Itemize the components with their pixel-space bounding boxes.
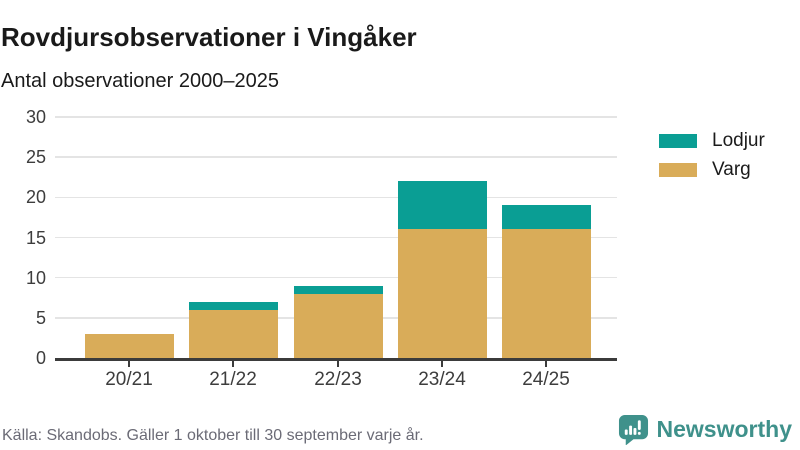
gridline-10: [55, 276, 617, 279]
newsworthy-logo-icon: [618, 414, 648, 445]
y-tick-label-5: 5: [35, 307, 46, 328]
legend-swatch-varg: [659, 163, 697, 177]
x-tick-label-22/23: 22/23: [314, 369, 362, 390]
legend-label-lodjur: Lodjur: [712, 130, 765, 151]
bar-24/25-varg: [501, 229, 591, 358]
y-tick-label-15: 15: [25, 227, 46, 248]
y-tick-label-0: 0: [35, 348, 46, 368]
x-tick-20/21: [128, 360, 130, 367]
y-tick-label-25: 25: [25, 147, 46, 168]
bar-23/24-lodjur: [397, 181, 487, 230]
gridline-25: [55, 156, 617, 158]
y-tick-label-20: 20: [25, 187, 46, 208]
x-axis-line: [55, 358, 617, 361]
x-tick-label-23/24: 23/24: [418, 369, 466, 390]
x-tick-21/22: [232, 360, 234, 367]
gridline-15: [55, 236, 617, 239]
x-tick-label-20/21: 20/21: [105, 369, 153, 390]
chart-subtitle: Antal observationer 2000–2025: [1, 70, 279, 92]
gridline-30: [55, 116, 617, 118]
chart-title: Rovdjursobservationer i Vingåker: [1, 22, 417, 53]
legend-item-lodjur: Lodjur: [659, 130, 765, 151]
x-tick-label-21/22: 21/22: [209, 369, 257, 390]
newsworthy-logo: Newsworthy: [618, 414, 792, 445]
legend: Lodjur Varg: [659, 130, 765, 189]
legend-swatch-lodjur: [659, 134, 697, 148]
x-tick-24/25: [545, 360, 547, 367]
x-tick-label-24/25: 24/25: [522, 369, 570, 390]
bar-20/21-varg: [84, 333, 174, 358]
x-tick-22/23: [337, 360, 339, 367]
bar-22/23-varg: [293, 293, 383, 358]
x-tick-23/24: [441, 360, 443, 367]
legend-item-varg: Varg: [659, 159, 765, 180]
bar-21/22-varg: [188, 309, 278, 358]
source-note: Källa: Skandobs. Gäller 1 oktober till 3…: [2, 427, 424, 444]
bar-22/23-lodjur: [293, 285, 383, 294]
y-tick-label-10: 10: [25, 267, 46, 288]
gridline-20: [55, 196, 617, 199]
plot-area: 20/21 21/22 22/23 23/24 24/25: [55, 116, 617, 390]
bar-21/22-lodjur: [188, 301, 278, 310]
bar-23/24-varg: [397, 229, 487, 358]
newsworthy-logo-text: Newsworthy: [656, 416, 792, 442]
legend-label-varg: Varg: [712, 159, 751, 180]
bar-24/25-lodjur: [501, 205, 591, 230]
y-tick-label-30: 30: [25, 107, 46, 127]
